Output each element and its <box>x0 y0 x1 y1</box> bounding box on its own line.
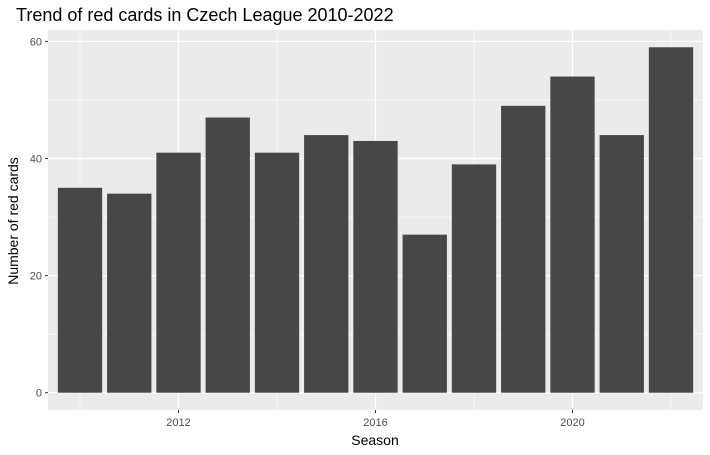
bar-2020 <box>550 76 595 393</box>
x-tick-label: 2020 <box>560 417 584 429</box>
x-tick-label: 2012 <box>166 417 190 429</box>
chart-title: Trend of red cards in Czech League 2010-… <box>16 5 394 25</box>
bar-2014 <box>254 152 300 393</box>
bars <box>57 47 694 393</box>
bar-2015 <box>304 135 349 393</box>
bar-2022 <box>648 47 694 393</box>
bar-2013 <box>205 117 250 393</box>
bar-2012 <box>156 152 201 393</box>
y-tick-label: 60 <box>30 36 42 48</box>
y-tick-label: 20 <box>30 271 42 283</box>
bar-2010 <box>57 187 103 393</box>
y-tick-label: 40 <box>30 154 42 166</box>
bar-2018 <box>451 164 497 393</box>
x-axis-title: Season <box>351 432 398 448</box>
bar-2011 <box>107 193 152 393</box>
y-axis-title: Number of red cards <box>5 157 21 285</box>
x-tick-label: 2016 <box>363 417 387 429</box>
bar-2016 <box>353 140 398 393</box>
bar-2017 <box>402 234 447 393</box>
y-tick-label: 0 <box>36 388 42 400</box>
y-axis-ticks: 0 20 40 60 <box>30 36 48 400</box>
bar-2021 <box>599 135 644 393</box>
x-axis-ticks: 2012 2016 2020 <box>166 410 585 429</box>
bar-2019 <box>501 105 546 393</box>
